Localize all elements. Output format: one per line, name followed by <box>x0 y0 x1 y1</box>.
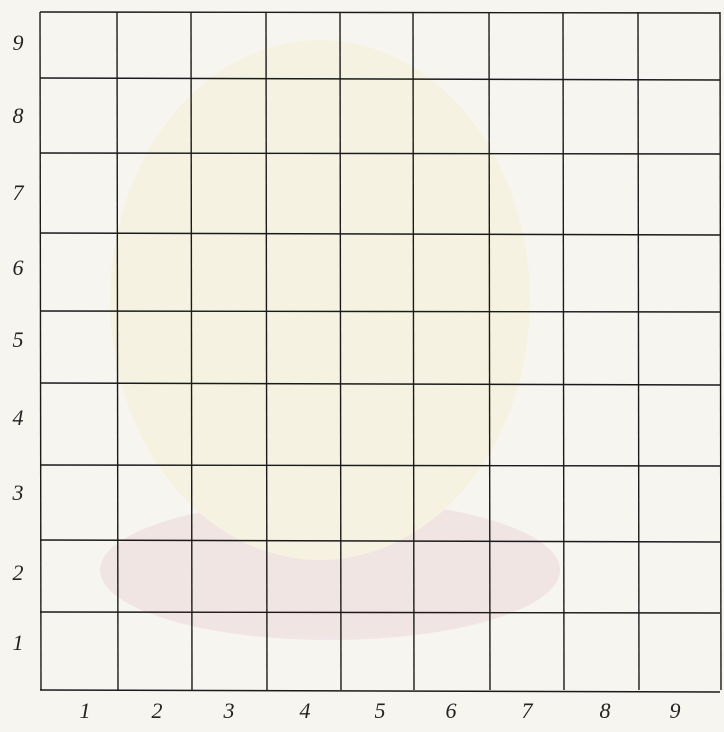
horizontal-line <box>39 539 721 543</box>
column-label: 6 <box>446 698 457 723</box>
horizontal-line <box>39 310 721 313</box>
grid-lines <box>39 11 722 693</box>
vertical-line <box>412 11 415 691</box>
row-label: 4 <box>13 405 24 430</box>
vertical-line <box>39 11 42 691</box>
row-label: 1 <box>13 630 24 655</box>
column-label: 7 <box>522 698 534 723</box>
axis-labels: 9 8 7 6 5 4 3 2 1 1 2 3 4 5 6 7 8 9 <box>12 30 681 723</box>
vertical-line <box>339 11 342 691</box>
column-label: 2 <box>152 698 163 723</box>
horizontal-line <box>39 689 721 693</box>
watermark-rays <box>110 40 530 560</box>
row-label: 7 <box>13 180 25 205</box>
vertical-line <box>719 11 722 691</box>
horizontal-line <box>39 611 721 614</box>
column-label: 5 <box>375 698 386 723</box>
column-label: 9 <box>670 698 681 723</box>
horizontal-line <box>39 232 721 236</box>
row-label: 9 <box>13 30 24 55</box>
column-label: 8 <box>600 698 611 723</box>
watermark <box>100 40 560 640</box>
watermark-base <box>100 500 560 640</box>
row-label: 5 <box>13 327 24 352</box>
vertical-line <box>562 11 565 691</box>
column-label: 3 <box>223 698 235 723</box>
horizontal-line <box>39 77 721 81</box>
vertical-line <box>116 11 119 691</box>
horizontal-line <box>39 152 721 155</box>
vertical-line <box>190 11 193 691</box>
vertical-line <box>488 11 491 691</box>
row-label: 8 <box>13 103 24 128</box>
horizontal-line <box>39 464 721 467</box>
vertical-line <box>637 11 640 691</box>
row-label: 6 <box>13 255 24 280</box>
horizontal-line <box>39 382 721 386</box>
column-label: 1 <box>80 698 91 723</box>
row-label: 3 <box>12 480 24 505</box>
vertical-line <box>265 11 268 691</box>
column-label: 4 <box>300 698 311 723</box>
horizontal-line <box>39 11 721 14</box>
row-label: 2 <box>13 560 24 585</box>
